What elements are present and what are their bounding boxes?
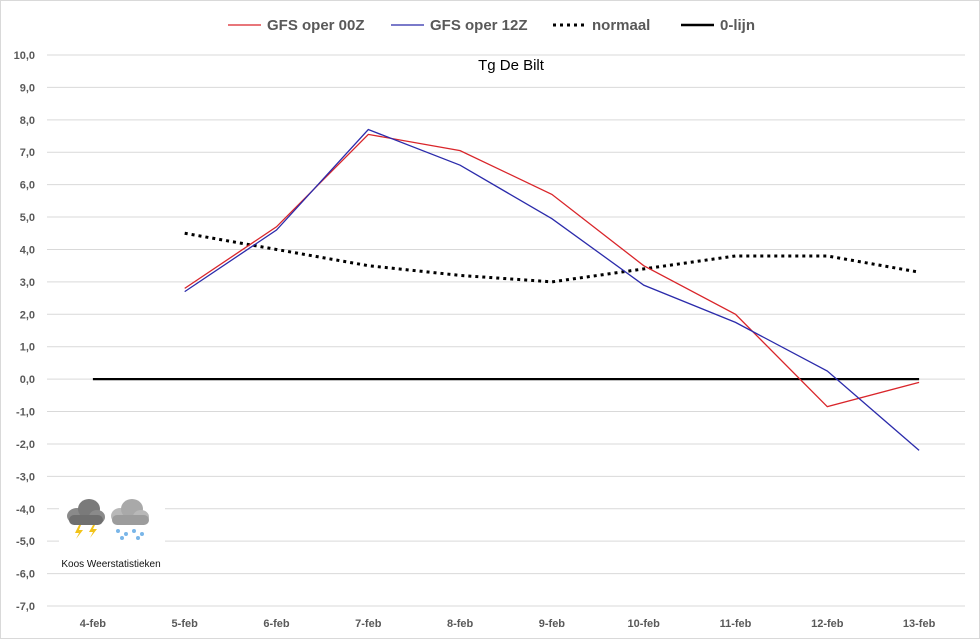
x-axis-ticks: 4-feb 5-feb 6-feb 7-feb 8-feb 9-feb 10-feb 11-f… <box>80 618 936 630</box>
y-tick-label: 0,0 <box>20 374 35 386</box>
y-tick-label: 10,0 <box>14 50 35 62</box>
snow-cloud-icon <box>111 499 149 540</box>
logo: Koos Weerstatistieken <box>59 489 165 573</box>
legend-label: GFS oper 12Z <box>430 17 528 34</box>
x-tick-label: 13-feb <box>903 618 936 630</box>
y-tick-label: 3,0 <box>20 277 35 289</box>
y-axis-ticks: -7,0 -6,0 -5,0 -4,0 -3,0 -2,0 -1,0 0,0 1,0 2,0 3,0… <box>14 50 35 613</box>
x-tick-label: 6-feb <box>263 618 290 630</box>
chart-title: Tg De Bilt <box>478 57 545 74</box>
x-tick-label: 9-feb <box>539 618 566 630</box>
x-tick-label: 8-feb <box>447 618 474 630</box>
x-tick-label: 7-feb <box>355 618 382 630</box>
x-tick-label: 5-feb <box>172 618 199 630</box>
y-tick-label: 4,0 <box>20 244 35 256</box>
y-tick-label: -7,0 <box>16 601 35 613</box>
x-tick-label: 11-feb <box>720 618 752 630</box>
y-tick-label: -4,0 <box>16 504 35 516</box>
thunderstorm-cloud-icon <box>67 499 105 539</box>
y-tick-label: 2,0 <box>20 309 35 321</box>
legend-label: GFS oper 00Z <box>267 17 365 34</box>
y-tick-label: 1,0 <box>20 342 35 354</box>
x-tick-label: 10-feb <box>627 618 660 630</box>
legend-label: 0-lijn <box>720 17 755 34</box>
y-tick-label: -3,0 <box>16 471 35 483</box>
series-line-gfs-oper-00z <box>184 133 920 408</box>
legend: GFS oper 00Z GFS oper 12Z normaal 0-lijn <box>228 17 755 34</box>
legend-label: normaal <box>592 17 650 34</box>
y-tick-label: 8,0 <box>20 115 35 127</box>
y-tick-label: 9,0 <box>20 82 35 94</box>
logo-caption: Koos Weerstatistieken <box>61 559 160 570</box>
x-tick-label: 4-feb <box>80 618 107 630</box>
y-tick-label: -5,0 <box>16 536 35 548</box>
series-line-normaal <box>184 231 920 284</box>
y-tick-label: 7,0 <box>20 147 35 159</box>
y-tick-label: 6,0 <box>20 180 35 192</box>
y-tick-label: -1,0 <box>16 407 35 419</box>
series-line-gfs-oper-12z <box>184 128 920 451</box>
series-lines <box>92 128 920 451</box>
grid-lines <box>47 54 965 607</box>
y-tick-label: -2,0 <box>16 439 35 451</box>
x-tick-label: 12-feb <box>811 618 844 630</box>
y-tick-label: -6,0 <box>16 569 35 581</box>
y-tick-label: 5,0 <box>20 212 35 224</box>
